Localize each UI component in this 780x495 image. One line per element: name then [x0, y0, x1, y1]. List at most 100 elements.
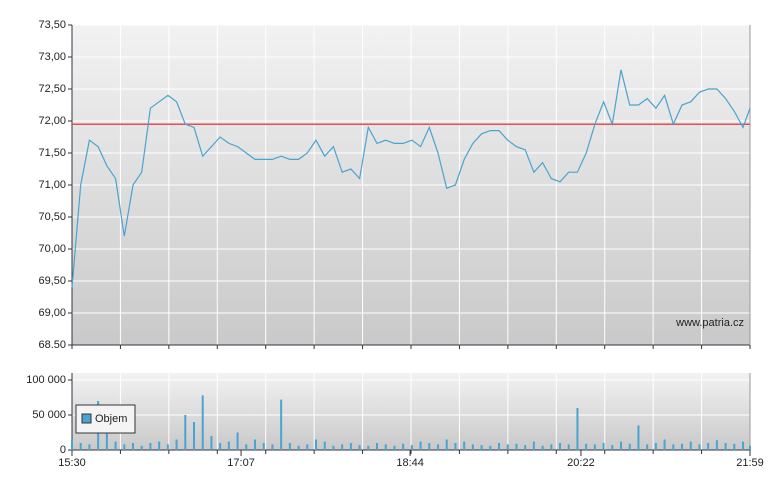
- volume-bar: [489, 445, 492, 450]
- volume-bar: [402, 443, 405, 450]
- volume-bar: [698, 444, 701, 450]
- x-tick-label: 21:59: [736, 457, 764, 469]
- volume-bar: [602, 443, 605, 450]
- volume-bar: [463, 441, 466, 450]
- volume-bar: [524, 445, 527, 450]
- volume-bar: [105, 418, 108, 450]
- volume-bar: [71, 439, 73, 450]
- y-tick-label: 71,50: [38, 147, 66, 159]
- volume-bar: [689, 441, 692, 450]
- volume-bar: [437, 444, 440, 450]
- volume-bar: [532, 441, 535, 450]
- volume-bar: [749, 445, 751, 450]
- volume-bar: [367, 445, 370, 450]
- y-tick-label: 73,50: [38, 19, 66, 31]
- volume-bar: [280, 399, 283, 450]
- x-tick-label: 18:44: [396, 457, 424, 469]
- volume-bar: [637, 425, 640, 450]
- volume-bar: [733, 443, 736, 450]
- volume-bar: [245, 444, 248, 450]
- volume-bar: [498, 443, 501, 450]
- y-tick-label: 69,50: [38, 275, 66, 287]
- volume-bar: [384, 444, 387, 450]
- volume-bar: [323, 441, 326, 450]
- volume-bar: [306, 444, 309, 450]
- legend-swatch: [81, 413, 92, 424]
- y-tick-label: 0: [60, 444, 66, 456]
- y-tick-label: 68.50: [38, 339, 66, 351]
- volume-bar: [158, 441, 161, 450]
- volume-bar: [175, 439, 178, 450]
- volume-bar: [541, 445, 544, 450]
- volume-bar: [663, 439, 666, 450]
- y-tick-label: 69,00: [38, 307, 66, 319]
- volume-bar: [201, 395, 204, 450]
- volume-bar: [166, 444, 169, 450]
- volume-bar: [341, 444, 344, 450]
- volume-bar: [132, 443, 135, 450]
- volume-bar: [79, 443, 82, 450]
- volume-bar: [184, 415, 187, 450]
- volume-bar: [332, 445, 335, 450]
- volume-bar: [681, 443, 684, 450]
- volume-bar: [724, 443, 727, 450]
- volume-bar: [715, 440, 718, 450]
- volume-bar: [140, 445, 143, 450]
- volume-bar: [611, 445, 614, 450]
- volume-bar: [567, 444, 570, 450]
- x-tick-label: 17:07: [227, 457, 255, 469]
- volume-bar: [707, 443, 710, 450]
- volume-bar: [454, 443, 457, 450]
- volume-bar: [193, 422, 196, 450]
- volume-bar: [227, 441, 230, 450]
- volume-bar: [419, 441, 422, 450]
- volume-bar: [672, 444, 675, 450]
- volume-bar: [585, 443, 588, 450]
- y-tick-label: 72,00: [38, 115, 66, 127]
- x-tick-label: 15:30: [58, 457, 86, 469]
- volume-bar: [88, 444, 91, 450]
- y-tick-label: 70,50: [38, 211, 66, 223]
- volume-bar: [471, 444, 474, 450]
- x-tick-label: 20:22: [567, 457, 595, 469]
- volume-bar: [149, 443, 152, 450]
- volume-bar: [288, 443, 291, 450]
- volume-bar: [358, 445, 361, 450]
- watermark: www.patria.cz: [675, 317, 744, 329]
- volume-bar: [506, 444, 509, 450]
- volume-bar: [559, 443, 562, 450]
- volume-bar: [393, 445, 396, 450]
- volume-bar: [742, 441, 745, 450]
- volume-bar: [550, 444, 553, 450]
- volume-bar: [254, 439, 257, 450]
- volume-bar: [376, 443, 379, 450]
- y-tick-label: 71,00: [38, 179, 66, 191]
- legend-label: Objem: [95, 413, 127, 425]
- volume-bar: [315, 439, 318, 450]
- volume-bar: [219, 443, 222, 450]
- price-line: [71, 69, 751, 288]
- volume-bar: [262, 443, 265, 450]
- volume-bar: [480, 445, 483, 450]
- volume-bar: [576, 408, 579, 450]
- volume-bar: [646, 444, 649, 450]
- volume-bar: [445, 439, 448, 450]
- y-tick-label: 50 000: [32, 409, 66, 421]
- volume-bar: [593, 444, 596, 450]
- volume-bar: [620, 441, 623, 450]
- volume-bar: [210, 436, 213, 450]
- volume-bar: [123, 444, 126, 450]
- y-tick-label: 70,00: [38, 243, 66, 255]
- volume-bar: [654, 443, 657, 450]
- volume-bar: [515, 443, 518, 450]
- y-tick-label: 73,00: [38, 51, 66, 63]
- volume-bar: [349, 443, 352, 450]
- volume-bar: [410, 445, 413, 450]
- volume-bar: [236, 432, 239, 450]
- volume-bar: [428, 443, 431, 450]
- y-tick-label: 72,50: [38, 83, 66, 95]
- y-tick-label: 100 000: [26, 374, 66, 386]
- volume-bar: [628, 443, 631, 450]
- volume-bar: [297, 445, 300, 450]
